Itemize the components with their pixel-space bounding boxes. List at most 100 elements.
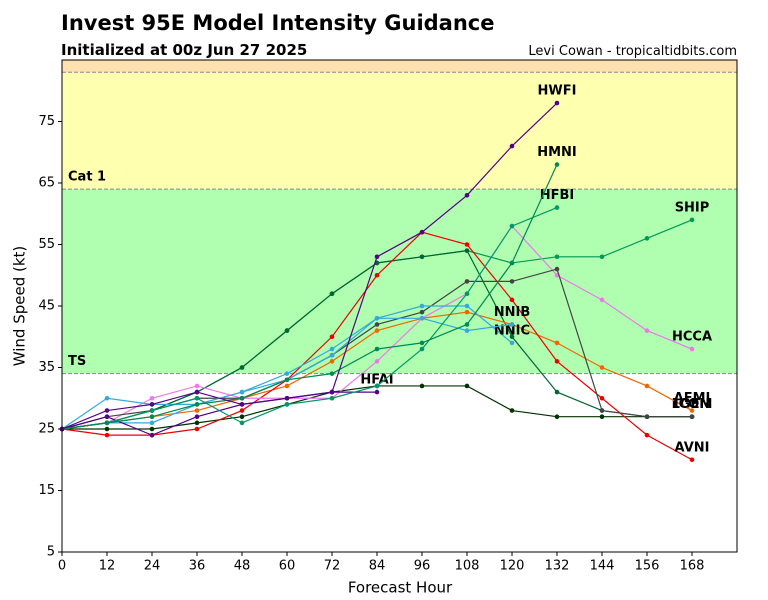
x-tick-label: 84 <box>369 559 386 574</box>
data-point <box>554 414 560 420</box>
x-tick-label: 48 <box>234 559 251 574</box>
data-point <box>149 420 155 426</box>
series-label: AVNI <box>675 440 710 455</box>
data-point <box>329 334 335 340</box>
x-tick-label: 24 <box>144 559 161 574</box>
data-point <box>464 248 470 253</box>
chart-subtitle: Initialized at 00z Jun 27 2025 <box>61 41 307 59</box>
data-point <box>644 383 650 389</box>
data-point <box>689 408 695 413</box>
series-label: HMNI <box>537 145 577 160</box>
data-point <box>329 395 335 401</box>
data-point <box>104 395 110 401</box>
data-point <box>554 359 560 364</box>
data-point <box>194 395 200 401</box>
data-point <box>464 322 470 327</box>
data-point <box>554 205 560 210</box>
x-tick-label: 60 <box>279 559 296 574</box>
data-point <box>284 328 290 333</box>
data-point <box>194 414 200 420</box>
series-label: HFBI <box>540 188 575 203</box>
data-point <box>374 254 380 260</box>
x-tick-label: 168 <box>680 559 705 574</box>
data-point <box>329 389 335 395</box>
data-point <box>689 217 695 223</box>
data-point <box>329 371 335 376</box>
data-point <box>644 432 650 438</box>
data-point <box>194 389 200 395</box>
data-point <box>644 328 650 333</box>
series-label: ICON <box>674 397 710 412</box>
data-point <box>374 359 380 364</box>
data-point <box>509 340 515 346</box>
data-point <box>284 402 290 407</box>
data-point <box>599 395 605 401</box>
y-tick-label: 65 <box>38 176 55 191</box>
data-point <box>284 371 290 376</box>
series-line <box>61 164 558 430</box>
y-tick-label: 5 <box>47 545 55 560</box>
data-point <box>419 340 425 346</box>
x-tick-label: 72 <box>324 559 341 574</box>
y-tick-label: 35 <box>38 360 55 375</box>
data-point <box>239 389 245 395</box>
x-tick-label: 108 <box>455 559 480 574</box>
x-tick-label: 0 <box>58 559 66 574</box>
data-point <box>104 420 110 426</box>
data-point <box>554 100 560 106</box>
data-point <box>599 254 605 260</box>
data-point <box>194 426 200 432</box>
chart-title: Invest 95E Model Intensity Guidance <box>61 11 495 35</box>
data-point <box>644 414 650 420</box>
data-point <box>374 383 380 389</box>
data-point <box>554 389 560 395</box>
data-point <box>419 316 425 321</box>
x-tick-label: 132 <box>545 559 570 574</box>
data-point <box>104 414 110 420</box>
data-point <box>509 279 515 284</box>
data-point <box>644 236 650 241</box>
data-point <box>104 426 110 432</box>
data-point <box>554 340 560 346</box>
data-point <box>599 408 605 413</box>
data-point <box>554 162 560 167</box>
series-label: SHIP <box>675 200 710 215</box>
data-point <box>194 408 200 413</box>
data-point <box>509 297 515 303</box>
data-point <box>689 457 695 463</box>
data-point <box>509 260 515 266</box>
data-point <box>374 316 380 321</box>
series-label: NNIC <box>494 323 530 338</box>
data-point <box>329 291 335 297</box>
data-point <box>329 346 335 352</box>
data-point <box>194 420 200 426</box>
data-point <box>599 365 605 370</box>
x-tick-label: 120 <box>500 559 525 574</box>
data-point <box>509 334 515 340</box>
x-axis-label: Forecast Hour <box>348 579 453 597</box>
y-axis-label: Wind Speed (kt) <box>11 246 29 367</box>
data-point <box>149 402 155 407</box>
data-point <box>329 359 335 364</box>
data-point <box>149 395 155 401</box>
credit: Levi Cowan - tropicaltidbits.com <box>528 44 737 59</box>
data-point <box>509 223 515 229</box>
data-point <box>284 383 290 389</box>
data-point <box>239 402 245 407</box>
data-point <box>464 303 470 309</box>
y-tick-label: 75 <box>38 114 55 129</box>
x-tick-label: 96 <box>414 559 431 574</box>
band-label: TS <box>68 354 86 369</box>
data-point <box>419 309 425 315</box>
data-point <box>149 432 155 438</box>
data-point <box>374 346 380 352</box>
data-point <box>374 389 380 395</box>
series-label: HWFI <box>538 84 577 99</box>
x-tick-label: 36 <box>189 559 206 574</box>
data-point <box>419 346 425 352</box>
data-point <box>284 377 290 383</box>
series-line <box>61 102 558 430</box>
plot-frame <box>61 59 738 553</box>
data-point <box>464 383 470 389</box>
